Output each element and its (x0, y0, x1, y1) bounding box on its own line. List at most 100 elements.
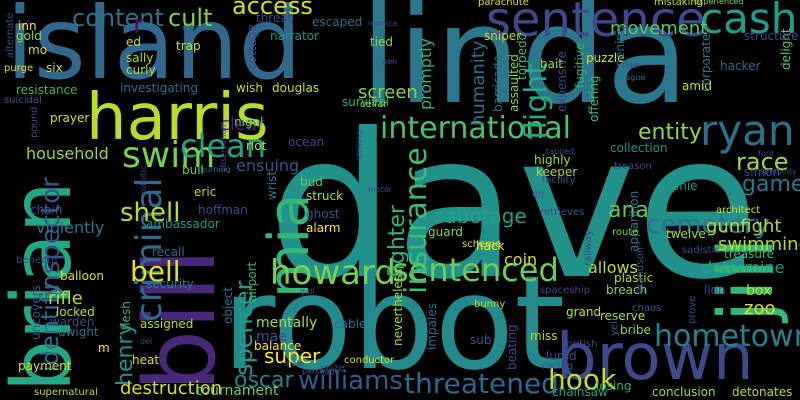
word-airport: airport (245, 261, 259, 302)
word-hacker: hacker (720, 59, 761, 73)
word-coin: coin (504, 250, 538, 269)
word-mae: mae (256, 329, 287, 345)
word-assigned: assigned (140, 317, 194, 331)
word-tournament: tournament (196, 383, 279, 399)
word-wrist: wrist (265, 170, 279, 200)
word-plague: plague (618, 73, 646, 82)
word-alarm: alarm (306, 221, 341, 235)
word-douglas: douglas (272, 81, 320, 95)
word-ensuing: ensuing (236, 156, 300, 175)
word-swim: swim (122, 135, 216, 176)
word-swimming: swimming (718, 234, 800, 255)
word-grand: grand (566, 305, 602, 319)
word-assaulted: assaulted (507, 54, 521, 112)
word-entity: entity (638, 120, 702, 145)
word-fugitive: fugitive (573, 42, 587, 88)
word-screen: screen (358, 82, 418, 103)
word-household: household (26, 144, 109, 163)
word-route: route (612, 227, 639, 238)
word-access: access (232, 0, 313, 20)
word-violently: violently (36, 218, 105, 237)
word-mole: mole (284, 359, 304, 368)
word-plastic: plastic (614, 271, 654, 285)
word-brown: brown (556, 321, 754, 395)
word-ambassador: ambassador (146, 217, 220, 231)
word-hook: hook (548, 363, 617, 396)
word-chainsaw: chainsaw (552, 385, 608, 399)
word-barricade: barricade (491, 55, 505, 112)
word-sabotage: sabotage (434, 204, 527, 228)
word-linda: linda (360, 0, 689, 134)
word-motor: motor (368, 185, 393, 194)
word-gall: gall (300, 287, 315, 296)
word-race: race (736, 148, 789, 176)
word-chaos: chaos (632, 303, 662, 314)
word-impales: impales (425, 303, 439, 350)
word-pen: pen (382, 57, 398, 66)
word-prove: prove (687, 295, 698, 324)
word-box: box (746, 283, 772, 299)
word-corporate: corporate (699, 33, 713, 92)
word-apparition: apparition (627, 190, 641, 252)
word-payment: payment (18, 359, 72, 373)
word-struck: struck (306, 189, 344, 203)
word-dwight: dwight (58, 325, 99, 339)
word-trap: trap (176, 39, 201, 53)
word-guard: guard (428, 225, 463, 239)
word-cash: cash (700, 0, 798, 43)
word-bait: bait (540, 57, 564, 71)
word-content: content (72, 4, 164, 32)
word-collection: collection (610, 141, 668, 155)
word-wish: wish (236, 81, 264, 95)
word-determine: determine (702, 258, 785, 277)
word-beneath: beneath (16, 255, 58, 266)
word-tapped: tapped (546, 147, 575, 156)
word-ocean: ocean (288, 135, 325, 149)
word-cemetery: cemetery (646, 210, 770, 240)
word-amid: amid (682, 79, 712, 93)
word-balloon: balloon (60, 269, 104, 283)
word-striking: striking (355, 130, 364, 160)
word-ghost: ghost (306, 207, 340, 221)
word-sub: sub (470, 333, 492, 347)
word-ford: ford (758, 149, 774, 158)
word-alternate: alternate (5, 12, 16, 58)
word-security: security (146, 277, 194, 291)
word-survival: survival (342, 95, 390, 109)
word-williams: williams (298, 366, 403, 396)
word-cult: cult (168, 4, 213, 32)
word-suicidal: suicidal (4, 95, 42, 106)
word-gold: gold (16, 29, 42, 43)
word-bribe: bribe (620, 323, 651, 337)
word-rider: rider (622, 61, 641, 70)
word-six: six (46, 61, 63, 75)
word-zoo: zoo (744, 298, 776, 319)
word-rifle: rifle (48, 288, 83, 309)
word-uncovers: uncovers (29, 285, 43, 340)
word-simon: simon (744, 165, 781, 179)
word-sophie: sophie (658, 179, 698, 193)
word-r: r (133, 10, 144, 40)
word-british: british (566, 339, 598, 350)
word-spaceship: spaceship (540, 285, 591, 296)
word-robotic: robotic (139, 166, 148, 194)
word-treasure: treasure (724, 247, 775, 261)
word-investigating: investigating (120, 81, 198, 95)
word-threat: threat (256, 11, 293, 25)
word-retrieves: retrieves (540, 207, 585, 218)
word-escaped: escaped (312, 15, 363, 29)
word-en: en (532, 189, 545, 200)
word-bud: bud (300, 175, 323, 189)
word-super: super (264, 344, 321, 368)
word-conclusion: conclusion (652, 385, 716, 399)
word-dei: dei (140, 337, 153, 346)
word-narrator: narrator (270, 29, 319, 43)
word-prayer: prayer (50, 111, 90, 125)
word-promptly: promptly (416, 37, 435, 110)
word-reserve: reserve (600, 309, 646, 323)
word-twelve: twelve (666, 227, 706, 241)
word-cable: cable (334, 317, 367, 331)
word-ryan: ryan (700, 106, 795, 155)
word-warden: warden (50, 315, 95, 329)
word-international: international (380, 111, 571, 146)
